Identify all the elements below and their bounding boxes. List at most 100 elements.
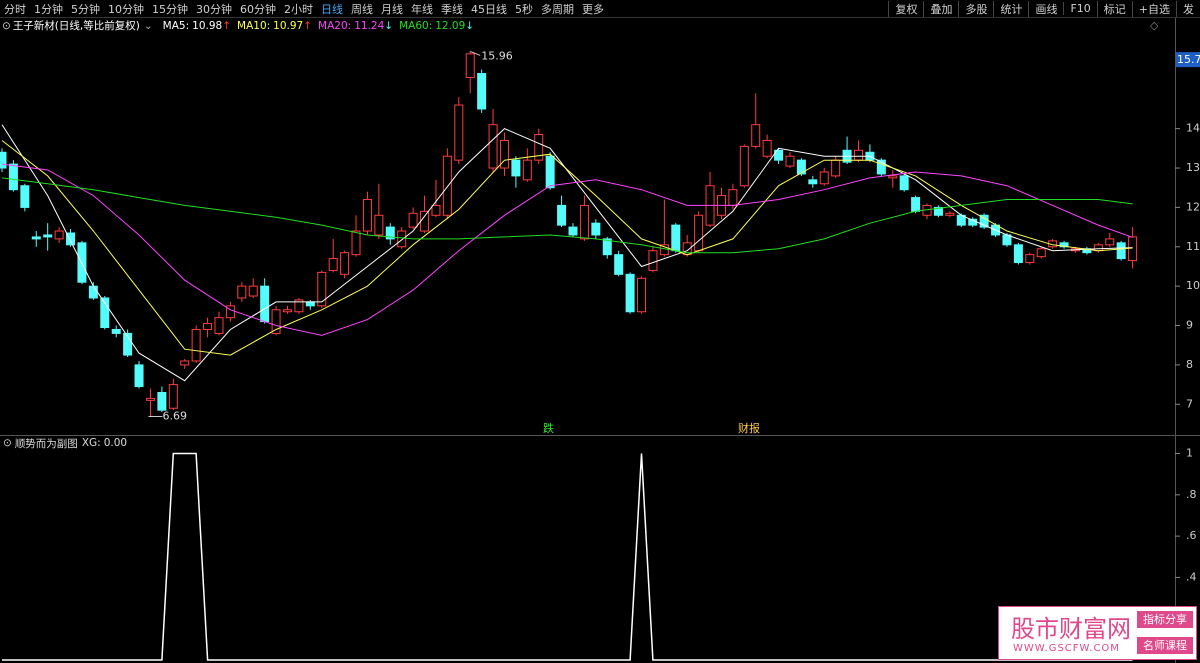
candle-body <box>933 206 943 216</box>
candle-body <box>591 222 601 236</box>
legend-name: MA20 <box>318 19 348 32</box>
candle-body <box>808 179 818 185</box>
toolbar-tab[interactable]: 10分钟 <box>108 2 144 16</box>
toolbar-button[interactable]: F10 <box>1063 2 1096 15</box>
toolbar-tab[interactable]: 5分钟 <box>71 2 100 16</box>
legend-trend: ↓ <box>465 19 475 32</box>
legend-sep: : <box>428 19 433 32</box>
candle-body <box>374 214 384 236</box>
legend-sep: : <box>266 19 271 32</box>
y-tick-label: 10 <box>1186 279 1200 292</box>
toolbar-tab[interactable]: 60分钟 <box>240 2 276 16</box>
legend-trend: ↑ <box>303 19 313 32</box>
candle-body <box>111 328 121 334</box>
candle-body <box>545 155 555 189</box>
candle-body <box>854 149 863 161</box>
candle-body <box>499 139 509 169</box>
candle-body <box>488 124 498 169</box>
legend-trend: ↑ <box>222 19 232 32</box>
last-price-label: 15.74 <box>1177 53 1200 66</box>
candle-body <box>385 226 395 240</box>
legend-sep: : <box>185 19 190 32</box>
candle-body <box>888 175 898 179</box>
y-tick-label: 12 <box>1186 200 1200 213</box>
legend-value: 10.98 <box>192 19 223 32</box>
toolbar-left: 分时 1分钟 5分钟 10分钟 15分钟 30分钟 60分钟 2小时 日线 周线 月线 年线 季线 45日… <box>0 0 608 17</box>
y-tick-label: 8 <box>1186 358 1193 371</box>
toolbar-tab[interactable]: 周线 <box>351 2 373 16</box>
candle-body <box>214 317 224 334</box>
toolbar-tab[interactable]: 45日线 <box>471 2 507 16</box>
legend-value: 0.00 <box>103 437 128 449</box>
candle-body <box>283 309 292 313</box>
icon: ⌄ <box>143 19 153 32</box>
y-tick-label: 13 <box>1186 161 1200 174</box>
toolbar-button[interactable]: 统计 <box>993 0 1028 17</box>
candle-body <box>602 238 612 256</box>
toolbar-button[interactable]: 发 <box>1176 0 1200 17</box>
toolbar-button[interactable]: +自选 <box>1131 0 1176 17</box>
chart-title: 王子新材(日线,等比前复权) <box>12 20 140 32</box>
candle-body <box>739 145 749 187</box>
legend-trend: ↓ <box>384 19 394 32</box>
toolbar-tab[interactable]: 5秒 <box>515 2 533 16</box>
toolbar-tab[interactable]: 1分钟 <box>34 2 63 16</box>
candle-body <box>294 299 304 313</box>
toolbar-tab[interactable]: 日线 <box>321 2 343 16</box>
y-tick-label: .6 <box>1186 529 1197 542</box>
candle-body <box>1013 244 1023 264</box>
watermark-tag: 名师课程 <box>1137 637 1193 654</box>
candle-body <box>145 397 155 401</box>
toolbar-button[interactable]: 标记 <box>1096 0 1132 17</box>
candle-body <box>260 285 270 323</box>
candle-body <box>340 252 350 275</box>
toolbar-tab[interactable]: 2小时 <box>284 2 313 16</box>
legend-name: MA60 <box>399 19 429 32</box>
candle-body <box>1025 254 1035 264</box>
toolbar-tab[interactable]: 更多 <box>582 2 604 16</box>
toolbar-tab[interactable]: 30分钟 <box>196 2 232 16</box>
legend-value: 11.24 <box>354 19 385 32</box>
icon: ⊙ <box>3 437 12 449</box>
toolbar-button[interactable]: 画线 <box>1028 0 1063 17</box>
watermark-title: 股市财富网 <box>1011 615 1131 643</box>
candle-body <box>876 159 886 175</box>
candle-body <box>225 305 235 319</box>
toolbar-tab[interactable]: 15分钟 <box>152 2 188 16</box>
candle-body <box>1036 248 1046 258</box>
candle-body <box>431 204 441 216</box>
candle-body <box>899 175 909 191</box>
toolbar-tab[interactable]: 季线 <box>441 2 463 16</box>
candle-body <box>271 309 281 334</box>
legend-sep: : <box>97 437 101 449</box>
toolbar-button[interactable]: 叠加 <box>923 0 958 17</box>
y-tick-label: .8 <box>1186 488 1197 501</box>
main-legend: ⊙ 王子新材(日线,等比前复权) ⌄ MA5:10.98 ↑ MA10:10.97 ↑… <box>0 18 474 33</box>
ma-line <box>1 124 1133 382</box>
event-label: 跌 <box>543 421 554 435</box>
toolbar-tab[interactable]: 月线 <box>381 2 403 16</box>
watermark: 股市财富网 WWW.GSCFW.COM 指标分享 名师课程 <box>998 606 1197 660</box>
watermark-tag: 指标分享 <box>1137 611 1193 628</box>
candle-body <box>54 230 64 240</box>
candle-body <box>774 149 784 161</box>
toolbar-tab[interactable]: 分时 <box>4 2 26 16</box>
candle-body <box>831 159 841 177</box>
candle-body <box>305 301 315 307</box>
candle-body <box>648 250 658 271</box>
toolbar-button[interactable]: 复权 <box>888 0 923 17</box>
candle-body <box>637 277 647 313</box>
toolbar-tab[interactable]: 年线 <box>411 2 433 16</box>
candle-body <box>100 297 110 329</box>
candle-body <box>191 328 201 362</box>
candle-body <box>123 332 133 356</box>
toolbar-button[interactable]: 多股 <box>958 0 993 17</box>
ma-line <box>1 163 1133 336</box>
toolbar-tab[interactable]: 多周期 <box>541 2 574 16</box>
candle-body <box>408 212 418 228</box>
legend-name: MA5 <box>162 19 186 32</box>
y-tick-label: 7 <box>1186 397 1193 410</box>
candle-body <box>454 104 464 161</box>
icon: ⊙ <box>2 19 11 32</box>
toolbar-right: 复权 叠加 多股 统计 画线 F10 标记 +自选发 <box>888 0 1200 17</box>
